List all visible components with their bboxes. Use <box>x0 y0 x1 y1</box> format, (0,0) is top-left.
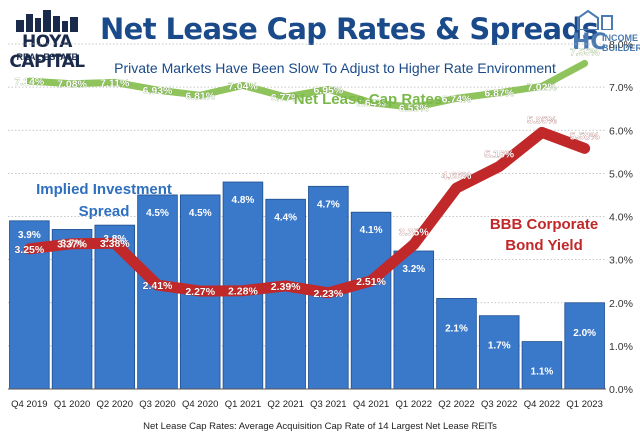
cap-value-label: 6.95% <box>313 84 343 96</box>
skyline-icon <box>16 10 78 32</box>
bar-value-label: 4.1% <box>360 225 383 236</box>
cap-value-label: 7.55% <box>570 46 600 58</box>
cap-value-label: 6.64% <box>356 98 386 110</box>
cap-value-label: 6.77% <box>271 92 301 104</box>
bar-value-label: 2.0% <box>573 328 596 339</box>
logo-hc-line1: INCOME <box>602 33 638 43</box>
bond-yield-line <box>23 126 591 299</box>
bond-value-label: 2.23% <box>313 288 343 300</box>
y-tick-label: 6.0% <box>609 125 633 137</box>
spread-bar <box>521 341 563 390</box>
x-tick-label: Q3 2022 <box>481 399 517 410</box>
bar-value-label: 3.2% <box>402 264 425 275</box>
cap-value-label: 7.11% <box>100 77 130 89</box>
chart-subtitle: Private Markets Have Been Slow To Adjust… <box>114 60 556 76</box>
x-tick-label: Q4 2020 <box>182 399 218 410</box>
bond-value-label: 3.38% <box>100 238 130 250</box>
bond-value-label: 4.66% <box>442 170 472 182</box>
y-tick-label: 8.0% <box>609 39 633 51</box>
logo-brand-text: HOYA CAPITAL <box>9 32 85 72</box>
bond-value-label: 5.95% <box>527 114 557 126</box>
x-tick-label: Q1 2023 <box>566 399 602 410</box>
cap-value-label: 6.81% <box>185 90 215 102</box>
bond-annotation-line1: BBB Corporate <box>490 216 598 233</box>
y-tick-label: 0.0% <box>609 384 633 396</box>
x-tick-label: Q2 2020 <box>97 399 133 410</box>
bond-value-label: 5.58% <box>570 130 600 142</box>
x-tick-label: Q3 2021 <box>310 399 346 410</box>
cap-value-label: 7.08% <box>57 79 87 91</box>
x-tick-label: Q1 2020 <box>54 399 90 410</box>
chart-footnote: Net Lease Cap Rates: Average Acquisition… <box>143 421 497 432</box>
bar-value-label: 4.5% <box>189 208 212 219</box>
y-tick-label: 4.0% <box>609 212 633 224</box>
logo-hc-text: INCOME BUILDER <box>602 33 640 53</box>
building-icon <box>577 9 613 30</box>
cap-rate-line <box>25 59 589 111</box>
spread-bar <box>564 302 605 390</box>
cap-value-label: 7.04% <box>228 80 258 92</box>
cap-value-label: 7.14% <box>14 76 44 88</box>
bond-value-label: 2.28% <box>228 286 258 298</box>
bar-value-label: 4.5% <box>146 208 169 219</box>
spread-bar <box>436 298 477 390</box>
cap-annotation: Net Lease Cap Rates <box>294 91 442 108</box>
spread-bar <box>51 229 93 390</box>
bar-value-label: 4.8% <box>232 195 255 206</box>
bar-value-label: 3.8% <box>103 234 126 245</box>
y-tick-label: 1.0% <box>609 341 633 353</box>
spread-bar <box>350 211 392 390</box>
bond-value-label: 3.35% <box>399 227 429 239</box>
bar-value-label: 3.7% <box>61 238 84 249</box>
x-tick-label: Q4 2022 <box>524 399 560 410</box>
logo-hc-mark: HC <box>572 30 607 55</box>
bond-value-label: 5.16% <box>484 148 514 160</box>
cap-value-label: 6.53% <box>399 102 429 114</box>
bond-value-label: 2.51% <box>356 276 386 288</box>
spread-bar <box>393 250 435 390</box>
x-tick-label: Q2 2022 <box>438 399 474 410</box>
y-tick-label: 7.0% <box>609 82 633 94</box>
logo-hc-line2: BUILDER <box>602 43 640 53</box>
x-tick-label: Q3 2020 <box>139 399 175 410</box>
cap-value-label: 6.87% <box>484 88 514 100</box>
bond-value-label: 2.27% <box>185 286 215 298</box>
x-tick-label: Q4 2019 <box>11 399 47 410</box>
cap-value-label: 7.02% <box>527 81 557 93</box>
bar-value-label: 1.1% <box>531 367 554 378</box>
x-tick-label: Q1 2021 <box>225 399 261 410</box>
spread-bar <box>265 198 306 390</box>
cap-value-label: 6.93% <box>143 85 173 97</box>
hoya-capital-logo: HOYA CAPITAL REAL ESTATE <box>6 10 88 72</box>
bar-value-label: 2.1% <box>445 323 468 334</box>
spread-annotation-line2: Spread <box>79 203 130 220</box>
bar-value-label: 4.4% <box>274 212 297 223</box>
x-tick-label: Q4 2021 <box>353 399 389 410</box>
bar-value-label: 3.9% <box>18 230 41 241</box>
y-tick-label: 5.0% <box>609 168 633 180</box>
y-tick-label: 3.0% <box>609 255 633 267</box>
income-builder-logo: HC INCOME BUILDER <box>572 8 640 64</box>
bar-value-label: 1.7% <box>488 341 511 352</box>
spread-bar <box>478 315 520 390</box>
chart-title: Net Lease Cap Rates & Spreads <box>100 12 599 46</box>
spread-annotation-line1: Implied Investment <box>36 181 172 198</box>
cap-value-label: 6.74% <box>442 93 472 105</box>
bond-value-label: 2.41% <box>143 280 173 292</box>
x-tick-label: Q2 2021 <box>267 399 303 410</box>
logo-sub-text: REAL ESTATE <box>16 52 78 62</box>
bond-annotation-line2: Bond Yield <box>505 237 583 254</box>
bond-value-label: 3.37% <box>57 239 87 251</box>
bar-value-label: 4.7% <box>317 199 340 210</box>
bond-value-label: 2.39% <box>271 281 301 293</box>
y-tick-label: 2.0% <box>609 298 633 310</box>
x-tick-label: Q1 2022 <box>396 399 432 410</box>
bond-value-label: 3.25% <box>14 244 44 256</box>
